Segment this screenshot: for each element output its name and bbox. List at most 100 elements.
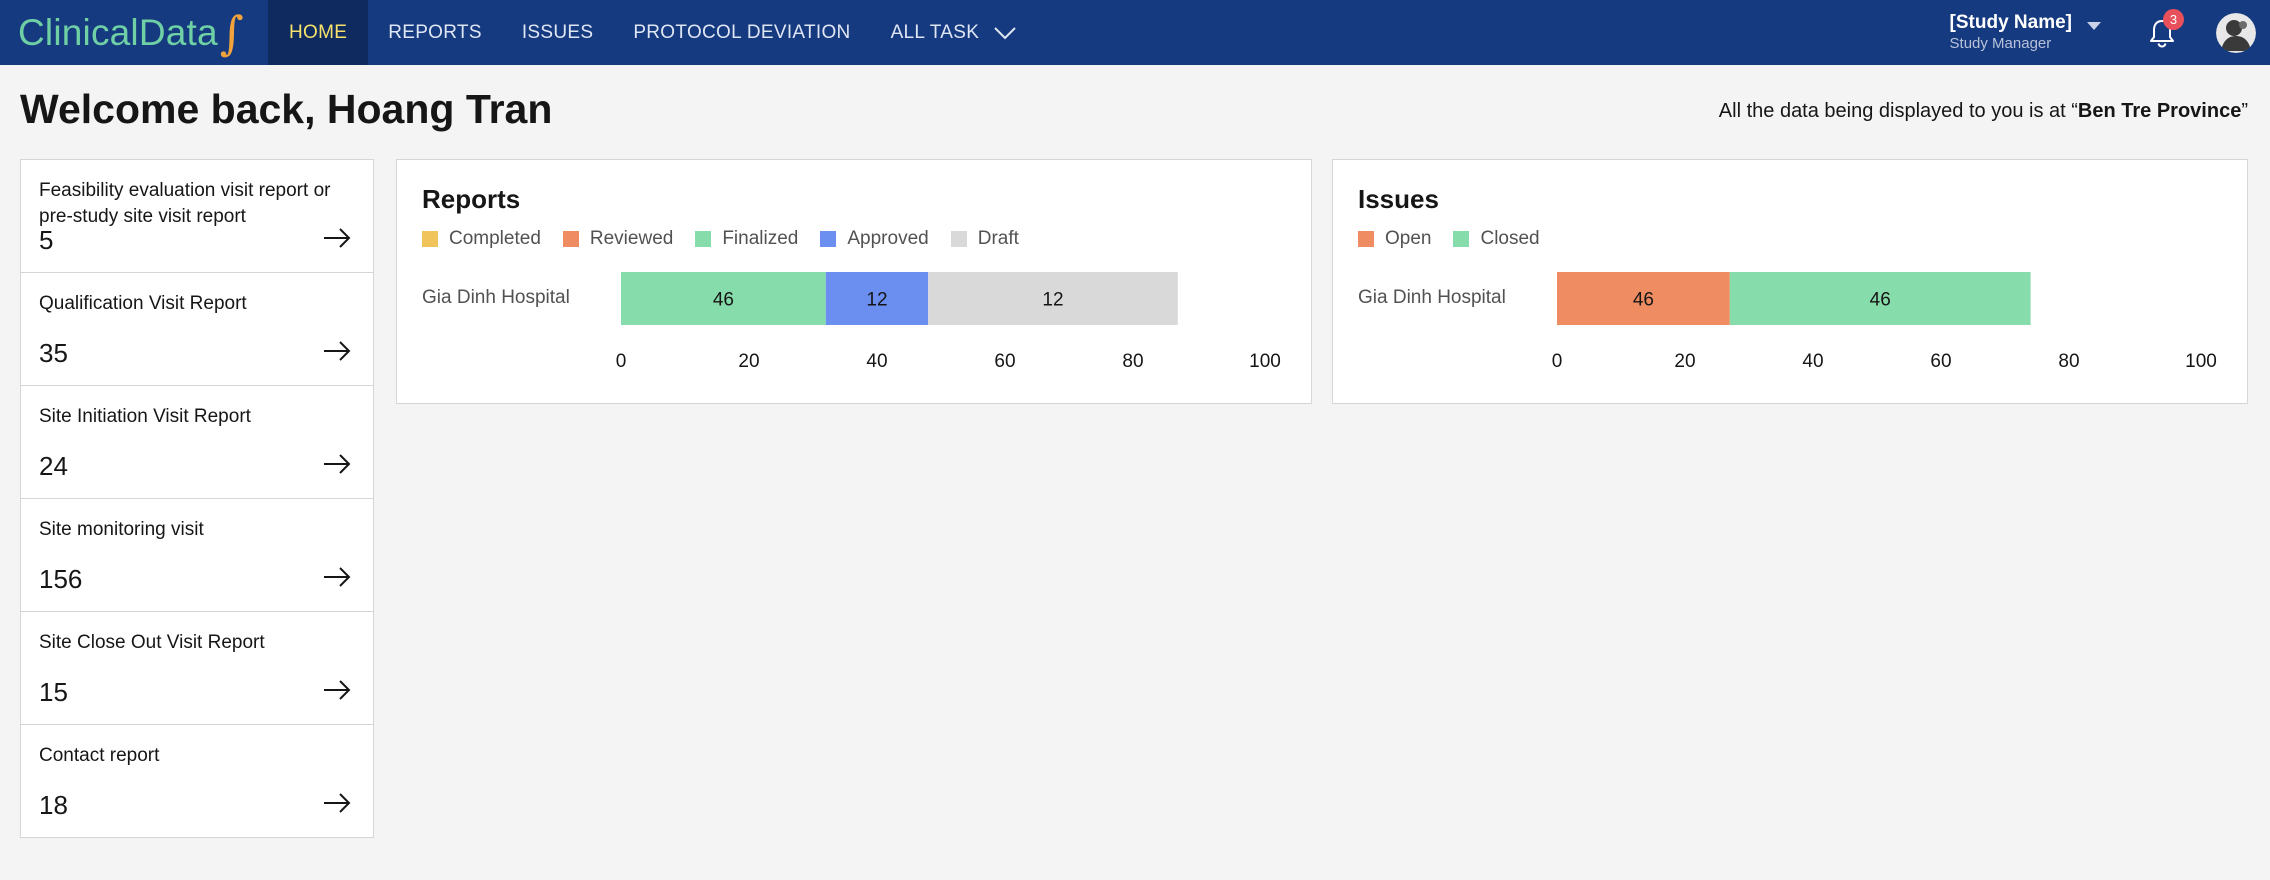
report-cards: Feasibility evaluation visit report or p… <box>20 159 374 838</box>
bar-segment-approved[interactable] <box>825 272 929 325</box>
legend-swatch <box>820 231 837 247</box>
nav-protocol-deviation[interactable]: PROTOCOL DEVIATION <box>633 21 851 43</box>
arrow-right-icon[interactable] <box>323 454 351 474</box>
study-name: [Study Name] <box>1949 11 2072 33</box>
card-count: 156 <box>39 564 83 594</box>
chart-title: Reports <box>422 184 521 214</box>
study-selector[interactable]: [Study Name] Study Manager <box>1950 12 2072 54</box>
legend-swatch <box>695 231 712 247</box>
nav-home[interactable]: HOME <box>268 0 369 65</box>
legend-swatch <box>422 231 438 247</box>
bar-data-label: 46 <box>1633 290 1654 311</box>
legend-swatch <box>1453 231 1470 247</box>
data-scope-notice: All the data being displayed to you is a… <box>1719 100 2248 123</box>
arrow-right-icon[interactable] <box>323 341 351 361</box>
nav-issues[interactable]: ISSUES <box>521 21 594 43</box>
card-title: Site Close Out Visit Report <box>39 632 265 653</box>
legend-label: Finalized <box>722 228 799 249</box>
x-tick-label: 80 <box>1122 351 1143 372</box>
legend-label: Approved <box>847 228 929 249</box>
x-tick-label: 100 <box>1249 351 1281 372</box>
legend-label: Draft <box>977 228 1019 249</box>
issues-bar-chart: 46 46 0 20 40 60 80 100 <box>1552 272 2217 372</box>
legend-label: Open <box>1385 228 1432 249</box>
reports-chart-panel: Reports Completed Reviewed Finalized App… <box>396 159 1312 404</box>
chevron-down-icon <box>994 26 1016 39</box>
card-count: 5 <box>39 225 54 255</box>
bar-segment-open[interactable] <box>1557 272 1730 325</box>
app-logo[interactable]: ClinicalData ∫ <box>0 0 268 65</box>
report-card[interactable]: Site monitoring visit 156 <box>20 499 374 612</box>
card-count: 35 <box>39 338 68 368</box>
legend-swatch <box>562 231 579 247</box>
scope-location: Ben Tre Province <box>2077 100 2242 122</box>
card-title: Qualification Visit Report <box>39 293 247 314</box>
reports-bar-chart: 46 12 12 0 20 40 60 80 100 <box>616 272 1281 372</box>
card-title: Contact report <box>39 745 160 766</box>
legend-item-open[interactable]: Open <box>1358 228 1431 250</box>
x-tick-label: 60 <box>1930 351 1951 372</box>
arrow-right-icon[interactable] <box>323 228 351 248</box>
study-role: Study Manager <box>1949 34 2052 52</box>
card-count: 24 <box>39 451 68 481</box>
top-navigation: ClinicalData ∫ HOME REPORTS ISSUES PROTO… <box>0 0 2270 65</box>
arrow-right-icon[interactable] <box>323 680 351 700</box>
legend-item-closed[interactable]: Closed <box>1453 228 1540 250</box>
report-card[interactable]: Qualification Visit Report 35 <box>20 273 374 386</box>
bar-segment-closed[interactable] <box>1729 272 2031 325</box>
bar-data-label: 46 <box>1870 290 1891 311</box>
x-tick-label: 0 <box>1552 351 1563 372</box>
legend-item-reviewed[interactable]: Reviewed <box>562 228 674 250</box>
x-tick-label: 20 <box>1674 351 1695 372</box>
bar-segment-draft[interactable] <box>928 272 1178 325</box>
logo-text: ClinicalData <box>18 11 218 53</box>
x-tick-label: 40 <box>866 351 887 372</box>
x-tick-label: 60 <box>994 351 1015 372</box>
chart-legend: Completed Reviewed Finalized Approved Dr… <box>422 228 1041 250</box>
chart-legend: Open Closed <box>1358 228 1562 250</box>
card-count: 18 <box>39 790 68 820</box>
bar-segment-finalized[interactable] <box>621 272 826 325</box>
legend-item-finalized[interactable]: Finalized <box>695 228 798 250</box>
legend-item-approved[interactable]: Approved <box>820 228 929 250</box>
arrow-right-icon[interactable] <box>323 793 351 813</box>
card-count: 15 <box>39 677 68 707</box>
nav-reports[interactable]: REPORTS <box>388 21 482 43</box>
notifications-button[interactable]: 3 <box>2142 8 2184 53</box>
x-tick-label: 20 <box>738 351 759 372</box>
card-title: Site Initiation Visit Report <box>39 406 251 427</box>
bar-data-label: 12 <box>1042 290 1063 311</box>
scope-prefix: All the data being displayed to you is a… <box>1718 100 2078 122</box>
page-title: Welcome back, Hoang Tran <box>20 86 553 132</box>
x-tick-label: 100 <box>2185 351 2217 372</box>
legend-swatch <box>950 231 967 247</box>
report-card[interactable]: Feasibility evaluation visit report or p… <box>20 159 374 273</box>
logo-swoosh-icon: ∫ <box>219 5 244 60</box>
report-card[interactable]: Site Close Out Visit Report 15 <box>20 612 374 725</box>
nav-all-task[interactable]: ALL TASK <box>871 0 1038 65</box>
legend-label: Completed <box>449 228 541 249</box>
notification-badge: 3 <box>2163 8 2184 30</box>
avatar[interactable] <box>2216 12 2256 53</box>
legend-item-draft[interactable]: Draft <box>950 228 1019 250</box>
card-title: Site monitoring visit <box>39 519 204 540</box>
arrow-right-icon[interactable] <box>323 567 351 587</box>
issues-chart-panel: Issues Open Closed Gia Dinh Hospital 46 4… <box>1332 159 2248 404</box>
report-card[interactable]: Contact report 18 <box>20 725 374 838</box>
legend-label: Reviewed <box>589 228 674 249</box>
report-card[interactable]: Site Initiation Visit Report 24 <box>20 386 374 499</box>
user-avatar-icon <box>2216 12 2256 53</box>
bar-data-label: 12 <box>866 290 887 311</box>
category-label: Gia Dinh Hospital <box>422 287 570 308</box>
card-title: Feasibility evaluation visit report or p… <box>39 180 331 227</box>
nav-all-task-label: ALL TASK <box>890 21 980 43</box>
x-tick-label: 80 <box>2058 351 2079 372</box>
bar-data-label: 46 <box>713 290 734 311</box>
caret-down-icon[interactable] <box>2086 21 2102 31</box>
user-area: [Study Name] Study Manager 3 <box>1950 0 2270 65</box>
chart-title: Issues <box>1358 184 1439 214</box>
category-label: Gia Dinh Hospital <box>1358 287 1506 308</box>
legend-swatch <box>1358 231 1374 247</box>
legend-item-completed[interactable]: Completed <box>422 228 541 250</box>
scope-suffix: ” <box>2241 100 2248 122</box>
